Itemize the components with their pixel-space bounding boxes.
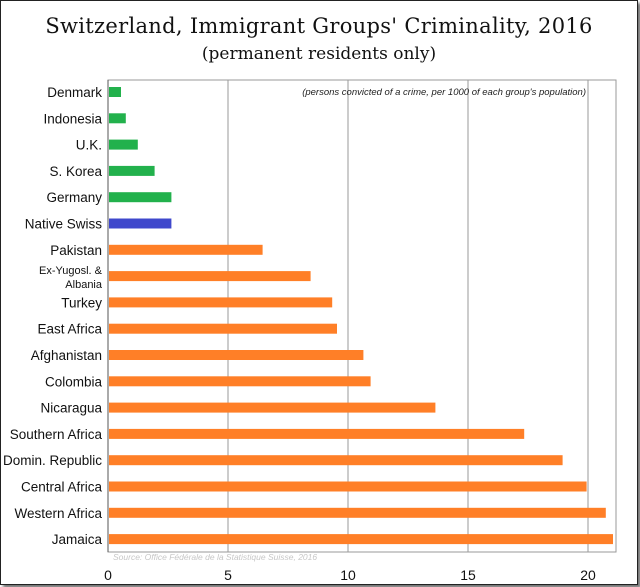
bar-pakistan bbox=[109, 244, 263, 255]
category-label-turkey: Turkey bbox=[61, 295, 102, 310]
bar-denmark bbox=[109, 87, 121, 97]
category-label-east-africa: East Africa bbox=[37, 322, 102, 337]
category-label-germany: Germany bbox=[46, 190, 102, 205]
bar-southern-africa bbox=[109, 428, 525, 439]
x-tick-label-0: 0 bbox=[104, 567, 112, 583]
category-label-colombia: Colombia bbox=[45, 374, 103, 389]
grid-lines bbox=[107, 79, 617, 553]
category-label-denmark: Denmark bbox=[47, 85, 102, 100]
category-label-central-africa: Central Africa bbox=[21, 480, 103, 495]
source-note: Source: Office Fédérale de la Statistiqu… bbox=[113, 552, 317, 562]
category-label-ex-yugosl-albania-line-1: Ex-Yugosl. & bbox=[39, 265, 103, 277]
bar-colombia bbox=[109, 376, 371, 387]
x-tick-label-15: 15 bbox=[460, 567, 476, 583]
category-labels: Denmark Indonesia U.K. S. Korea Germany Nativ… bbox=[3, 85, 103, 547]
category-label-ex-yugosl-albania-line-2: Albania bbox=[65, 279, 103, 291]
category-label-native-swiss: Native Swiss bbox=[25, 217, 103, 232]
category-label-domin-republic: Domin. Republic bbox=[3, 453, 102, 468]
bar-germany bbox=[109, 192, 172, 203]
category-label-s-korea: S. Korea bbox=[49, 164, 102, 179]
x-tick-label-5: 5 bbox=[224, 567, 232, 583]
x-tick-label-10: 10 bbox=[340, 567, 356, 583]
category-label-u-k: U.K. bbox=[76, 138, 102, 153]
bar-ex-yugosl-albania bbox=[109, 271, 311, 282]
bar-nicaragua bbox=[109, 402, 436, 413]
x-tick-label-20: 20 bbox=[580, 567, 596, 583]
bar-turkey bbox=[109, 297, 333, 308]
plot-area-border bbox=[107, 79, 617, 553]
category-label-jamaica: Jamaica bbox=[52, 532, 103, 547]
bar-jamaica bbox=[109, 534, 613, 545]
bar-indonesia bbox=[109, 113, 126, 124]
category-label-nicaragua: Nicaragua bbox=[40, 401, 102, 416]
bar-western-africa bbox=[109, 507, 606, 518]
category-label-afghanistan: Afghanistan bbox=[31, 348, 102, 363]
chart-title: Switzerland, Immigrant Groups' Criminali… bbox=[45, 14, 593, 38]
bars bbox=[109, 87, 613, 545]
category-label-pakistan: Pakistan bbox=[50, 243, 102, 258]
category-label-indonesia: Indonesia bbox=[43, 111, 102, 126]
bar-native-swiss bbox=[109, 218, 172, 229]
bar-central-africa bbox=[109, 481, 587, 492]
category-label-western-africa: Western Africa bbox=[14, 506, 102, 521]
bar-s-korea bbox=[109, 165, 155, 176]
bar-domin-republic bbox=[109, 455, 563, 466]
bar-u-k bbox=[109, 139, 138, 150]
category-label-southern-africa: Southern Africa bbox=[10, 427, 103, 442]
units-annotation: (persons convicted of a crime, per 1000 … bbox=[302, 87, 586, 98]
x-tick-labels: 0 5 10 15 20 bbox=[104, 567, 596, 583]
bar-afghanistan bbox=[109, 350, 364, 360]
bar-east-africa bbox=[109, 323, 337, 334]
chart-subtitle: (permanent residents only) bbox=[201, 44, 437, 64]
